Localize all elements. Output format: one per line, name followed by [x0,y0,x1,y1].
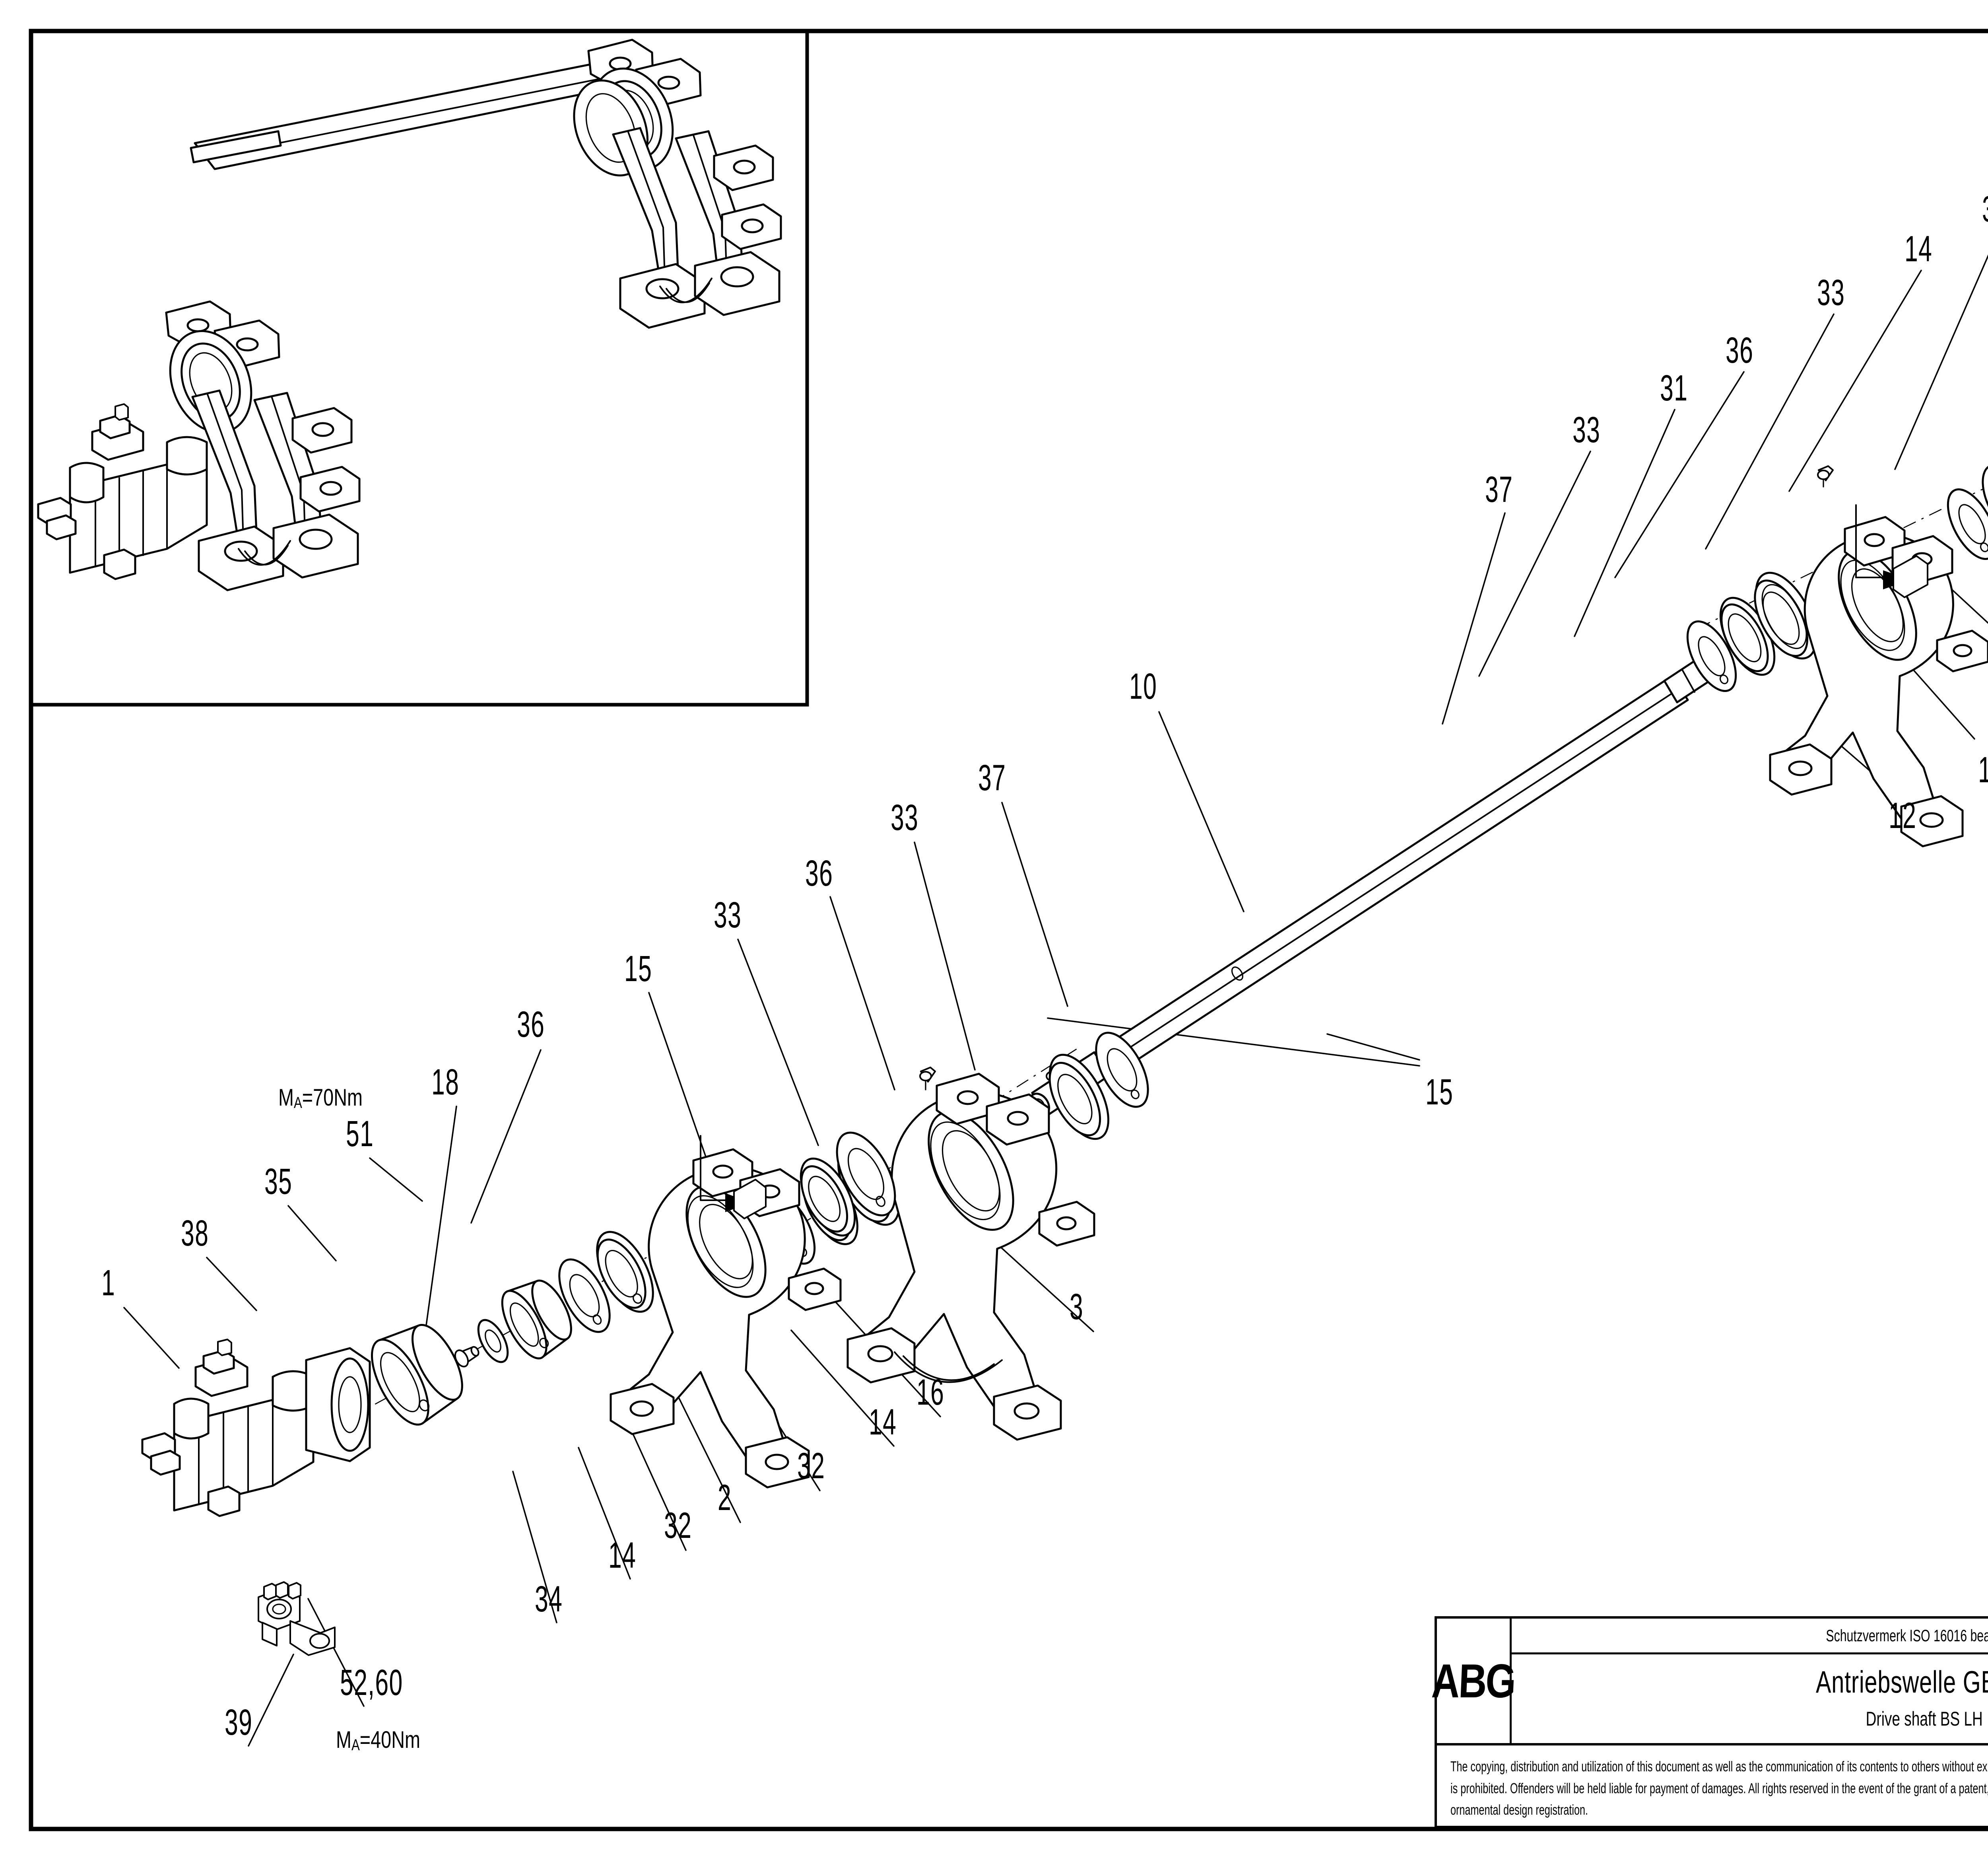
item-number-14: 14 [1905,229,1933,269]
hose-fitting-39 [258,1581,336,1656]
item-number-32: 32 [797,1446,825,1486]
inset-bracket-left [165,300,361,591]
item-number-39: 39 [225,1702,253,1743]
item-number-15: 15 [1425,1072,1454,1112]
item-number-33: 33 [1573,410,1601,450]
legal-line-3: ornamental design registration. [1450,1802,1588,1818]
bearing-housing-bracket-right [1769,504,1988,847]
item-number-1: 1 [101,1263,116,1303]
legal-notice-block: The copying, distribution and utilizatio… [1435,1745,1988,1828]
abg-logo-cell: ABG [1431,1619,1516,1743]
item-number-10: 10 [1129,666,1157,707]
hydraulic-motor [141,1339,371,1517]
item-number-35: 35 [264,1161,293,1202]
inset-assembled-shaft [37,39,782,591]
inset-view-frame [29,29,809,707]
item-number-36: 36 [517,1004,545,1045]
item-number-33: 33 [1817,272,1845,313]
title-block: ABG Schutzvermerk ISO 16016 beachten. An… [1431,1616,1988,1745]
item-number-14: 14 [869,1402,897,1442]
legal-line-2: is prohibited. Offenders will be held li… [1450,1780,1988,1796]
item-number-33: 33 [714,895,742,935]
legal-line-1: The copying, distribution and utilizatio… [1450,1758,1988,1774]
item-number-2: 2 [718,1477,732,1518]
iso-note-cell: Schutzvermerk ISO 16016 beachten. [1512,1619,1988,1654]
inset-hydraulic-motor [37,403,208,580]
item-number-37: 37 [1485,469,1513,510]
item-number-33: 33 [891,797,919,838]
item-number-52-60: 52,60 [340,1662,403,1703]
item-number-15: 15 [624,948,652,989]
torque-bottom: MA=40Nm [336,1726,420,1754]
item-number-38: 38 [181,1213,209,1254]
item-number-32: 32 [664,1505,692,1546]
title-cell: Antriebswelle GB LH Drive shaft BS LH [1512,1654,1988,1743]
bearing-bracket-left [610,1135,842,1489]
leader-lines [123,254,1988,1747]
exploded-left-motor-assembly [141,1131,896,1656]
item-number-36: 36 [1726,330,1754,371]
sheet-frame [29,29,1988,1831]
inset-bracket-right [573,39,782,329]
item-number-34: 34 [535,1579,563,1619]
item-number-15: 15 [1978,752,1988,788]
title-english: Drive shaft BS LH [1866,1708,1983,1730]
item-number-31: 31 [1660,368,1688,408]
item-number-51: 51 [346,1114,374,1154]
iso-note-text: Schutzvermerk ISO 16016 beachten. [1826,1626,1988,1645]
exploded-right-assembly [1686,464,1988,847]
torque-mid-left: MA=70Nm [278,1084,363,1112]
item-number-16: 16 [916,1372,945,1413]
exploded-middle-bracket-assembly [765,1032,1149,1441]
item-number-36: 36 [805,853,833,894]
item-number-18: 18 [431,1062,460,1102]
item-number-14: 14 [608,1535,637,1576]
title-german: Antriebswelle GB LH [1815,1664,1988,1699]
bearing-bracket-middle [846,1067,1095,1441]
item-number-32: 32 [1982,191,1988,227]
title-block-center: Schutzvermerk ISO 16016 beachten. Antrie… [1512,1619,1988,1743]
abg-logo: ABG [1431,1654,1516,1708]
item-number-3: 3 [1070,1287,1084,1327]
item-number-12: 12 [1889,795,1917,836]
item-number-37: 37 [978,758,1006,798]
